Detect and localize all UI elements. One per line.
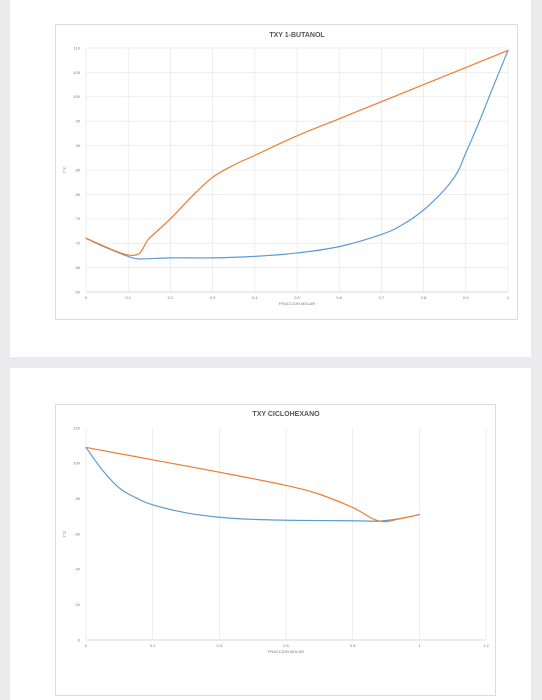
chart2-x-tick-label: 0.2: [150, 643, 156, 648]
chart1-x-tick-label: 0.2: [168, 295, 174, 300]
chart1-y-tick-label: 80: [76, 192, 81, 197]
chart1-y-tick-label: 60: [76, 289, 81, 294]
chart1-series-2-line: [85, 49, 509, 256]
chart2-y-axis-label: T°C: [62, 530, 67, 537]
chart2-series-2-line: [85, 446, 420, 523]
chart2-x-tick-label: 1: [418, 643, 421, 648]
chart1-x-tick-label: 1: [507, 295, 510, 300]
chart-sheet-1: 0 0.1 0.2 0.3 0.4 0.5 0.6 0.7 0.8 0.9 1 60 65 70 75 80 8…: [10, 0, 531, 357]
chart2-x-tick-label: 1.2: [483, 643, 489, 648]
chart2-y-tick-label: 100: [73, 461, 80, 466]
chart1-y-tick-label: 70: [76, 241, 81, 246]
chart2-x-tick-label: 0: [85, 643, 88, 648]
chart1-x-tick-label: 0.6: [336, 295, 342, 300]
chart1-x-tick-label: 0.7: [379, 295, 385, 300]
chart2-title: TXY CICLOHEXANO: [252, 411, 320, 418]
chart1-x-tick-label: 0.9: [463, 295, 469, 300]
chart1-y-tick-label: 105: [73, 70, 80, 75]
chart1-y-tick-label: 85: [76, 167, 81, 172]
chart-area-2: 0 0.2 0.4 0.6 0.8 1 1.2 0 20 40 60 80 100 120 TXY CICL…: [55, 404, 496, 696]
chart1-x-tick-label: 0.1: [125, 295, 131, 300]
chart2-x-tick-label: 0.6: [283, 643, 289, 648]
chart2-y-tick-label: 40: [76, 567, 81, 572]
chart1-y-tick-label: 100: [73, 94, 80, 99]
chart1-y-tick-label: 65: [76, 265, 81, 270]
chart1-x-tick-label: 0.5: [294, 295, 300, 300]
chart2-y-tick-label: 20: [76, 602, 81, 607]
chart-1-svg: 0 0.1 0.2 0.3 0.4 0.5 0.6 0.7 0.8 0.9 1 60 65 70 75 80 8…: [62, 32, 510, 306]
chart1-title: TXY 1-BUTANOL: [269, 32, 325, 39]
chart2-y-tick-label: 80: [76, 496, 81, 501]
chart1-y-tick-label: 90: [76, 143, 81, 148]
chart1-x-tick-label: 0.3: [210, 295, 216, 300]
chart-sheet-2: 0 0.2 0.4 0.6 0.8 1 1.2 0 20 40 60 80 100 120 TXY CICL…: [10, 368, 531, 700]
chart2-y-tick-label: 60: [76, 531, 81, 536]
chart1-x-tick-label: 0: [85, 295, 88, 300]
chart1-series-1-line: [85, 49, 509, 260]
chart2-y-tick-label: 0: [78, 637, 81, 642]
chart2-series-1-line: [85, 446, 420, 522]
chart1-y-tick-label: 75: [76, 216, 81, 221]
chart1-y-tick-label: 110: [74, 45, 81, 50]
chart1-x-tick-label: 0.8: [421, 295, 427, 300]
chart2-x-tick-label: 0.8: [350, 643, 356, 648]
chart1-x-axis-label: FRACCION MOLAR: [279, 301, 315, 306]
chart1-x-tick-label: 0.4: [252, 295, 258, 300]
chart1-y-axis-label: T°C: [62, 166, 67, 173]
chart1-y-tick-label: 95: [76, 119, 81, 124]
chart-area-1: 0 0.1 0.2 0.3 0.4 0.5 0.6 0.7 0.8 0.9 1 60 65 70 75 80 8…: [55, 24, 518, 320]
chart2-x-tick-label: 0.4: [217, 643, 223, 648]
chart2-x-axis-label: FRACCION MOLAR: [268, 649, 304, 654]
chart2-y-tick-label: 120: [73, 425, 80, 430]
chart-2-svg: 0 0.2 0.4 0.6 0.8 1 1.2 0 20 40 60 80 100 120 TXY CICL…: [62, 411, 490, 654]
